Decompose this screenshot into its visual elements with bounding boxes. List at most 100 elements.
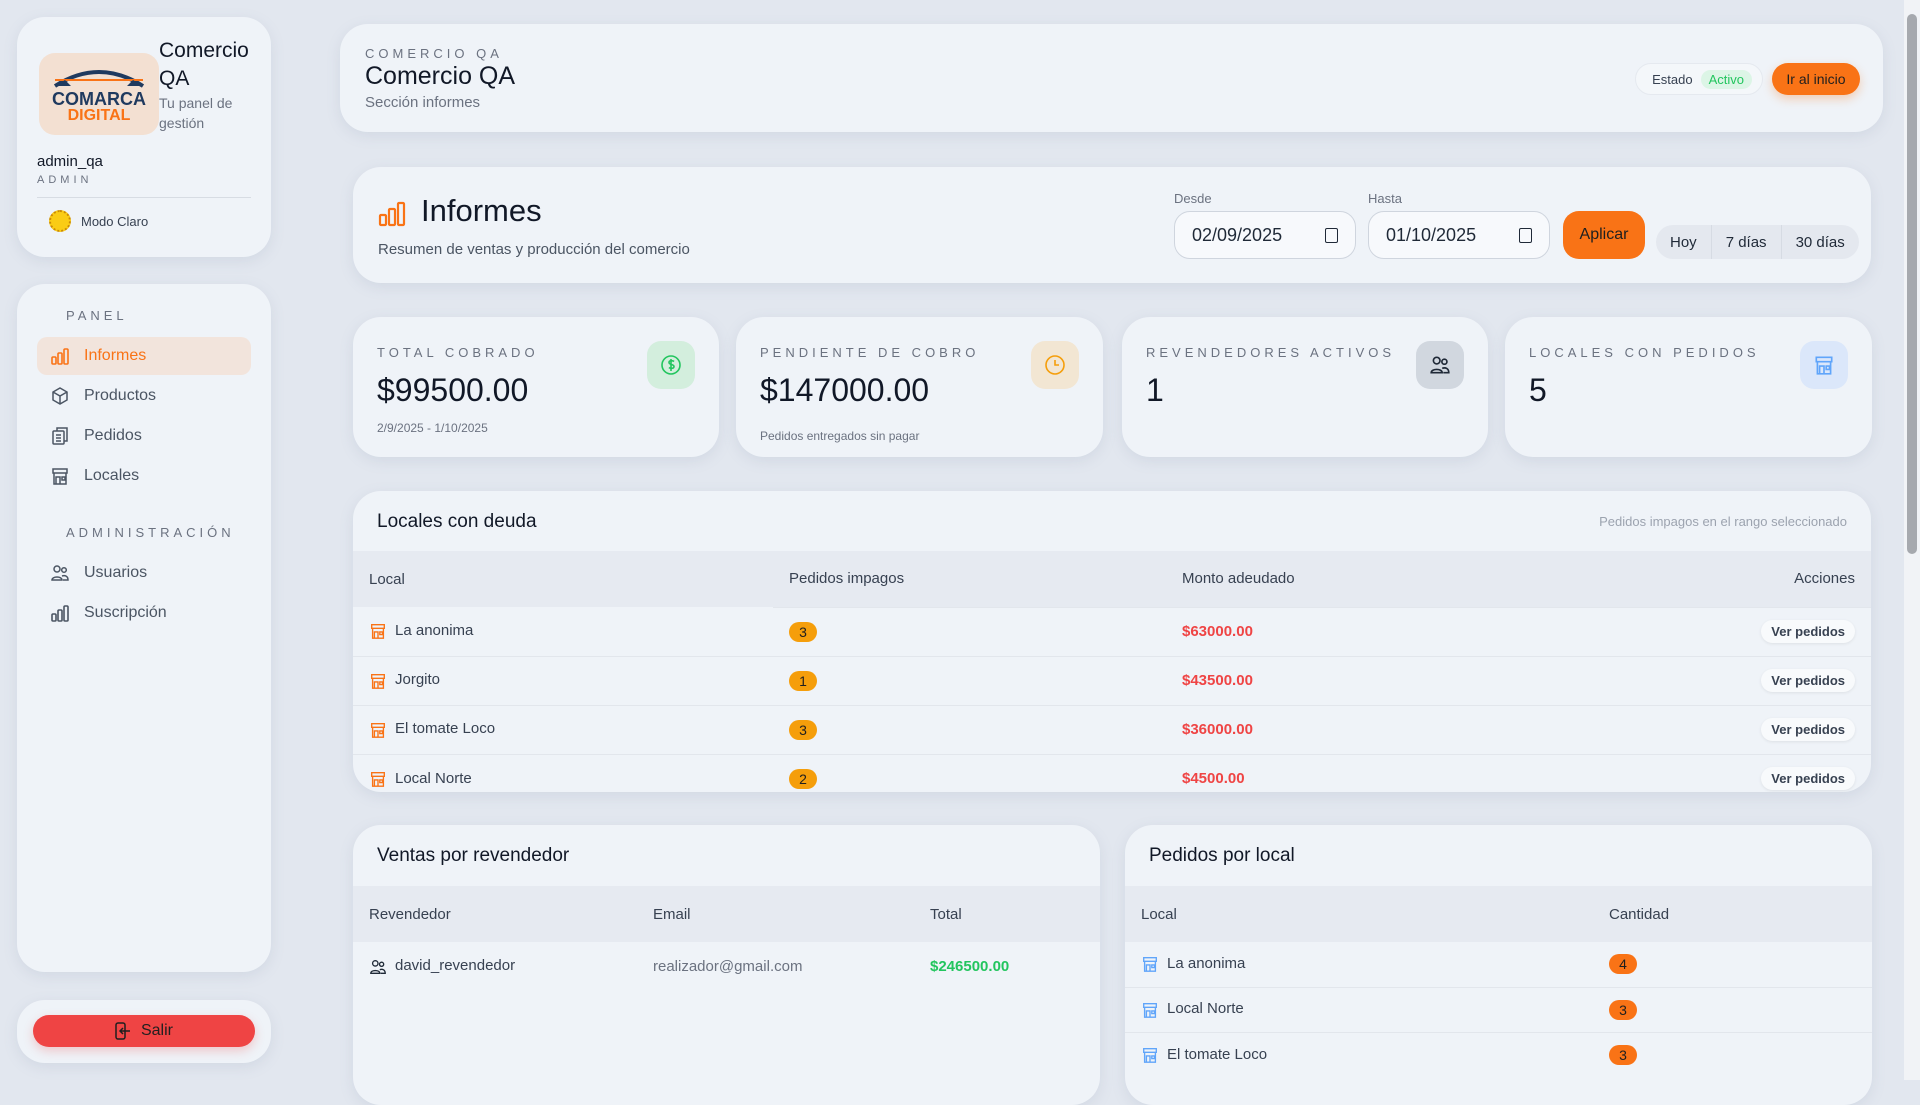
local-name: El tomate Loco — [1167, 1045, 1268, 1063]
preset-7-days[interactable]: 7 días — [1712, 225, 1782, 259]
sales-title: Ventas por revendedor — [377, 845, 570, 866]
header-eyebrow: COMERCIO QA — [365, 46, 503, 61]
sidebar-nav: PANEL Informes Productos Pedidos Locales… — [17, 284, 271, 972]
debt-title: Locales con deuda — [377, 511, 537, 532]
users-icon — [369, 958, 387, 976]
brand-card: COMARCA DIGITAL Comercio QA Tu panel de … — [17, 17, 271, 257]
clock-icon — [1031, 341, 1079, 389]
report-title: Informes — [421, 193, 542, 228]
report-subtitle: Resumen de ventas y producción del comer… — [378, 241, 690, 258]
sidebar-item-suscripcion[interactable]: Suscripción — [37, 594, 251, 632]
table-row: El tomate Loco 3 $36000.00 Ver pedidos — [353, 704, 1871, 754]
col-unpaid: Pedidos impagos — [773, 551, 1166, 607]
local-name: Local Norte — [395, 769, 472, 787]
amount-due: $36000.00 — [1166, 704, 1544, 754]
sidebar-item-label: Productos — [84, 387, 157, 404]
store-icon — [1800, 341, 1848, 389]
from-date-value: 02/09/2025 — [1192, 224, 1283, 245]
count-badge: 3 — [1609, 1044, 1637, 1065]
store-icon — [52, 468, 68, 485]
scrollbar-thumb[interactable] — [1907, 14, 1917, 554]
calendar-icon[interactable] — [1519, 227, 1532, 243]
to-date-input[interactable]: 01/10/2025 — [1368, 211, 1550, 259]
sidebar-item-usuarios[interactable]: Usuarios — [37, 554, 251, 592]
table-row: La anonima 3 $63000.00 Ver pedidos — [353, 606, 1871, 656]
stat-label: PENDIENTE DE COBRO — [760, 345, 980, 360]
unpaid-badge: 3 — [789, 719, 817, 740]
table-row: Jorgito 1 $43500.00 Ver pedidos — [353, 655, 1871, 705]
user-role: ADMIN — [37, 174, 93, 186]
box-icon — [52, 387, 68, 405]
clipboard-icon — [52, 427, 68, 445]
logo-text-bottom: DIGITAL — [67, 107, 131, 124]
view-orders-button[interactable]: Ver pedidos — [1761, 767, 1855, 791]
table-row: La anonima 4 — [1125, 942, 1872, 987]
col-email: Email — [637, 886, 914, 942]
local-name: La anonima — [1167, 955, 1246, 973]
unpaid-badge: 2 — [789, 768, 817, 789]
store-icon — [1141, 1046, 1159, 1064]
view-orders-button[interactable]: Ver pedidos — [1761, 669, 1855, 692]
page-title: Comercio QA — [365, 62, 516, 90]
stat-pendiente-cobro: PENDIENTE DE COBRO $147000.00 Pedidos en… — [736, 317, 1103, 457]
bar-chart-icon — [51, 605, 69, 622]
stat-value: 5 — [1529, 372, 1547, 408]
to-label: Hasta — [1368, 191, 1402, 206]
home-button[interactable]: Ir al inicio — [1772, 63, 1860, 95]
status-label: Estado — [1652, 71, 1693, 87]
logo-text-top: COMARCA — [52, 89, 146, 109]
amount-due: $63000.00 — [1166, 606, 1544, 656]
stat-sub: 2/9/2025 - 1/10/2025 — [377, 421, 488, 435]
col-actions: Acciones — [1543, 551, 1871, 607]
reseller-name: david_revendedor — [395, 957, 516, 975]
sidebar-item-pedidos[interactable]: Pedidos — [37, 417, 251, 455]
brand-title: Comercio QA — [159, 39, 249, 90]
calendar-icon[interactable] — [1325, 227, 1338, 243]
page-header: COMERCIO QA Comercio QA Sección informes… — [340, 24, 1883, 132]
preset-today[interactable]: Hoy — [1656, 225, 1712, 259]
sales-table: Revendedor Email Total david_revendedor … — [353, 886, 1100, 991]
apply-button[interactable]: Aplicar — [1563, 211, 1645, 259]
theme-toggle[interactable]: Modo Claro — [49, 210, 148, 232]
table-row: Local Norte 3 — [1125, 986, 1872, 1032]
view-orders-button[interactable]: Ver pedidos — [1761, 620, 1855, 643]
stat-label: TOTAL COBRADO — [377, 345, 539, 360]
sidebar-item-label: Suscripción — [84, 604, 167, 621]
count-badge: 3 — [1609, 999, 1637, 1020]
sales-card: Ventas por revendedor Revendedor Email T… — [353, 825, 1100, 1105]
stat-revendedores: REVENDEDORES ACTIVOS 1 — [1122, 317, 1488, 457]
header-subtitle: Sección informes — [365, 94, 481, 111]
col-local: Local — [1125, 886, 1593, 942]
bar-chart-icon — [51, 348, 69, 365]
preset-group: Hoy 7 días 30 días — [1656, 225, 1859, 259]
table-row: david_revendedor realizador@gmail.com $2… — [353, 942, 1100, 991]
preset-30-days[interactable]: 30 días — [1795, 233, 1845, 251]
orders-card: Pedidos por local Local Cantidad La anon… — [1125, 825, 1872, 1105]
scrollbar[interactable] — [1904, 0, 1920, 1080]
orders-title: Pedidos por local — [1149, 845, 1295, 866]
logout-button[interactable]: Salir — [33, 1015, 255, 1047]
store-icon — [369, 622, 387, 640]
col-amount: Monto adeudado — [1166, 551, 1544, 607]
users-icon — [1416, 341, 1464, 389]
sidebar-item-locales[interactable]: Locales — [37, 457, 251, 495]
sun-icon — [49, 210, 71, 232]
sidebar-item-label: Informes — [84, 347, 147, 364]
sidebar-item-productos[interactable]: Productos — [37, 377, 251, 415]
col-count: Cantidad — [1593, 886, 1872, 942]
logout-icon — [115, 1022, 130, 1040]
status-pill: Estado Activo — [1635, 63, 1763, 95]
bar-chart-icon — [378, 201, 406, 227]
from-date-input[interactable]: 02/09/2025 — [1174, 211, 1356, 259]
divider — [37, 197, 251, 198]
stat-value: $99500.00 — [377, 372, 529, 408]
stat-label: LOCALES CON PEDIDOS — [1529, 345, 1760, 360]
sidebar-item-label: Locales — [84, 467, 140, 484]
reseller-email: realizador@gmail.com — [653, 958, 803, 975]
status-badge: Activo — [1700, 69, 1752, 89]
local-name: La anonima — [395, 622, 474, 640]
local-name: Jorgito — [395, 671, 441, 689]
view-orders-button[interactable]: Ver pedidos — [1761, 718, 1855, 741]
sidebar-item-label: Pedidos — [84, 427, 142, 444]
sidebar-item-informes[interactable]: Informes — [37, 337, 251, 375]
